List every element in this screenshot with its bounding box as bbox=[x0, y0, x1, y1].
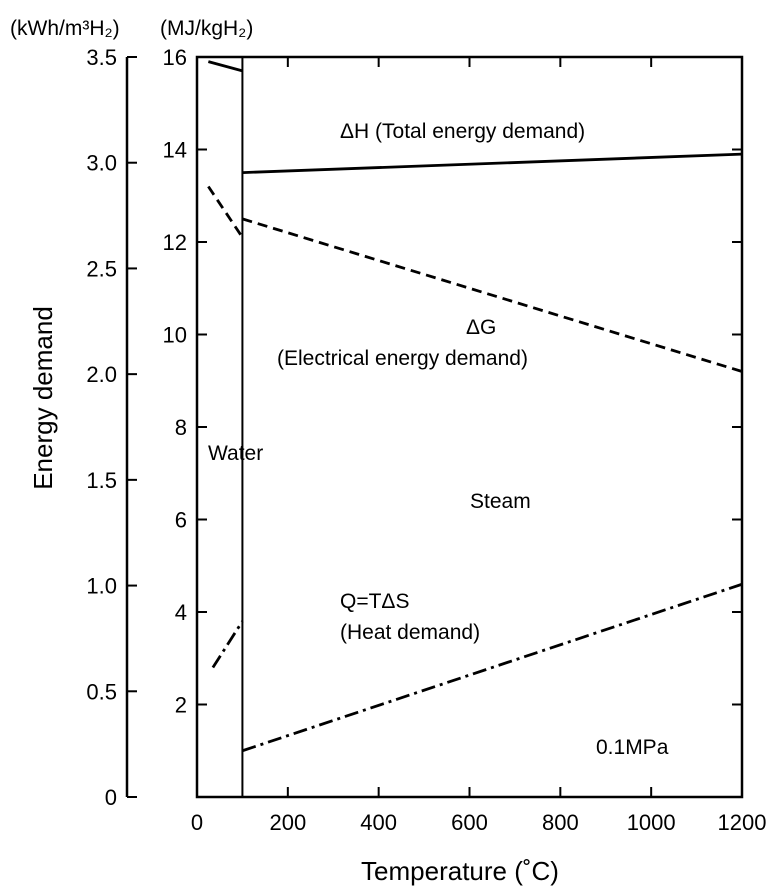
annotation-heat-description: (Heat demand) bbox=[340, 621, 480, 644]
series-lines bbox=[207, 60, 743, 753]
y-tick-label-kwh: 3.5 bbox=[86, 45, 117, 70]
axes: 0 200 400 600 800 1000 1200 2 4 6 8 10 12 14 16 0 0.5 1.0… bbox=[86, 45, 766, 835]
series-1-segment-0 bbox=[207, 185, 244, 239]
y-tick-label-kwh: 1.5 bbox=[86, 468, 117, 493]
annotation-delta-g-description: (Electrical energy demand) bbox=[277, 347, 528, 370]
x-tick-label: 0 bbox=[191, 810, 203, 835]
x-axis-label: Temperature (˚C) bbox=[361, 856, 559, 886]
annotation-water: Water bbox=[208, 442, 263, 465]
series-0-segment-0 bbox=[207, 60, 243, 73]
x-tick-label: 200 bbox=[269, 810, 306, 835]
y-tick-label-mj: 10 bbox=[163, 323, 187, 348]
series-2-segment-0 bbox=[211, 620, 244, 669]
y-axis-label: Energy demand bbox=[28, 306, 58, 490]
y-tick-label-kwh: 1.0 bbox=[86, 574, 117, 599]
annotation-steam: Steam bbox=[470, 490, 531, 513]
y-tick-label-mj: 2 bbox=[175, 693, 187, 718]
y-tick-label-mj: 8 bbox=[175, 415, 187, 440]
series-1-segment-1 bbox=[242, 217, 743, 373]
y-tick-label-mj: 6 bbox=[175, 508, 187, 533]
x-tick-label: 600 bbox=[451, 810, 488, 835]
y-tick-label-kwh: 3.0 bbox=[86, 151, 117, 176]
annotation-pressure: 0.1MPa bbox=[596, 736, 669, 759]
plot-frame bbox=[195, 55, 744, 799]
y-tick-label-mj: 16 bbox=[163, 45, 187, 70]
right-axis-unit-label: (MJ/kgH₂) bbox=[160, 17, 253, 40]
y-tick-label-kwh: 2.0 bbox=[86, 362, 117, 387]
left-axis-unit-label: (kWh/m³H₂) bbox=[10, 17, 120, 40]
annotation-delta-h: ΔH (Total energy demand) bbox=[340, 120, 585, 143]
y-tick-label-mj: 12 bbox=[163, 230, 187, 255]
y-tick-label-kwh: 0 bbox=[105, 785, 117, 810]
x-tick-label: 1200 bbox=[718, 810, 767, 835]
x-tick-label: 800 bbox=[542, 810, 579, 835]
y-tick-label-mj: 14 bbox=[163, 138, 187, 163]
series-0-segment-1 bbox=[242, 152, 743, 175]
series-2-segment-1 bbox=[241, 582, 743, 753]
annotation-heat-q: Q=TΔS bbox=[340, 590, 409, 613]
y-tick-label-kwh: 0.5 bbox=[86, 679, 117, 704]
y-tick-label-kwh: 2.5 bbox=[86, 256, 117, 281]
x-tick-label: 1000 bbox=[627, 810, 676, 835]
annotation-delta-g: ΔG bbox=[466, 316, 496, 339]
y-tick-label-mj: 4 bbox=[175, 600, 187, 625]
x-tick-label: 400 bbox=[360, 810, 397, 835]
